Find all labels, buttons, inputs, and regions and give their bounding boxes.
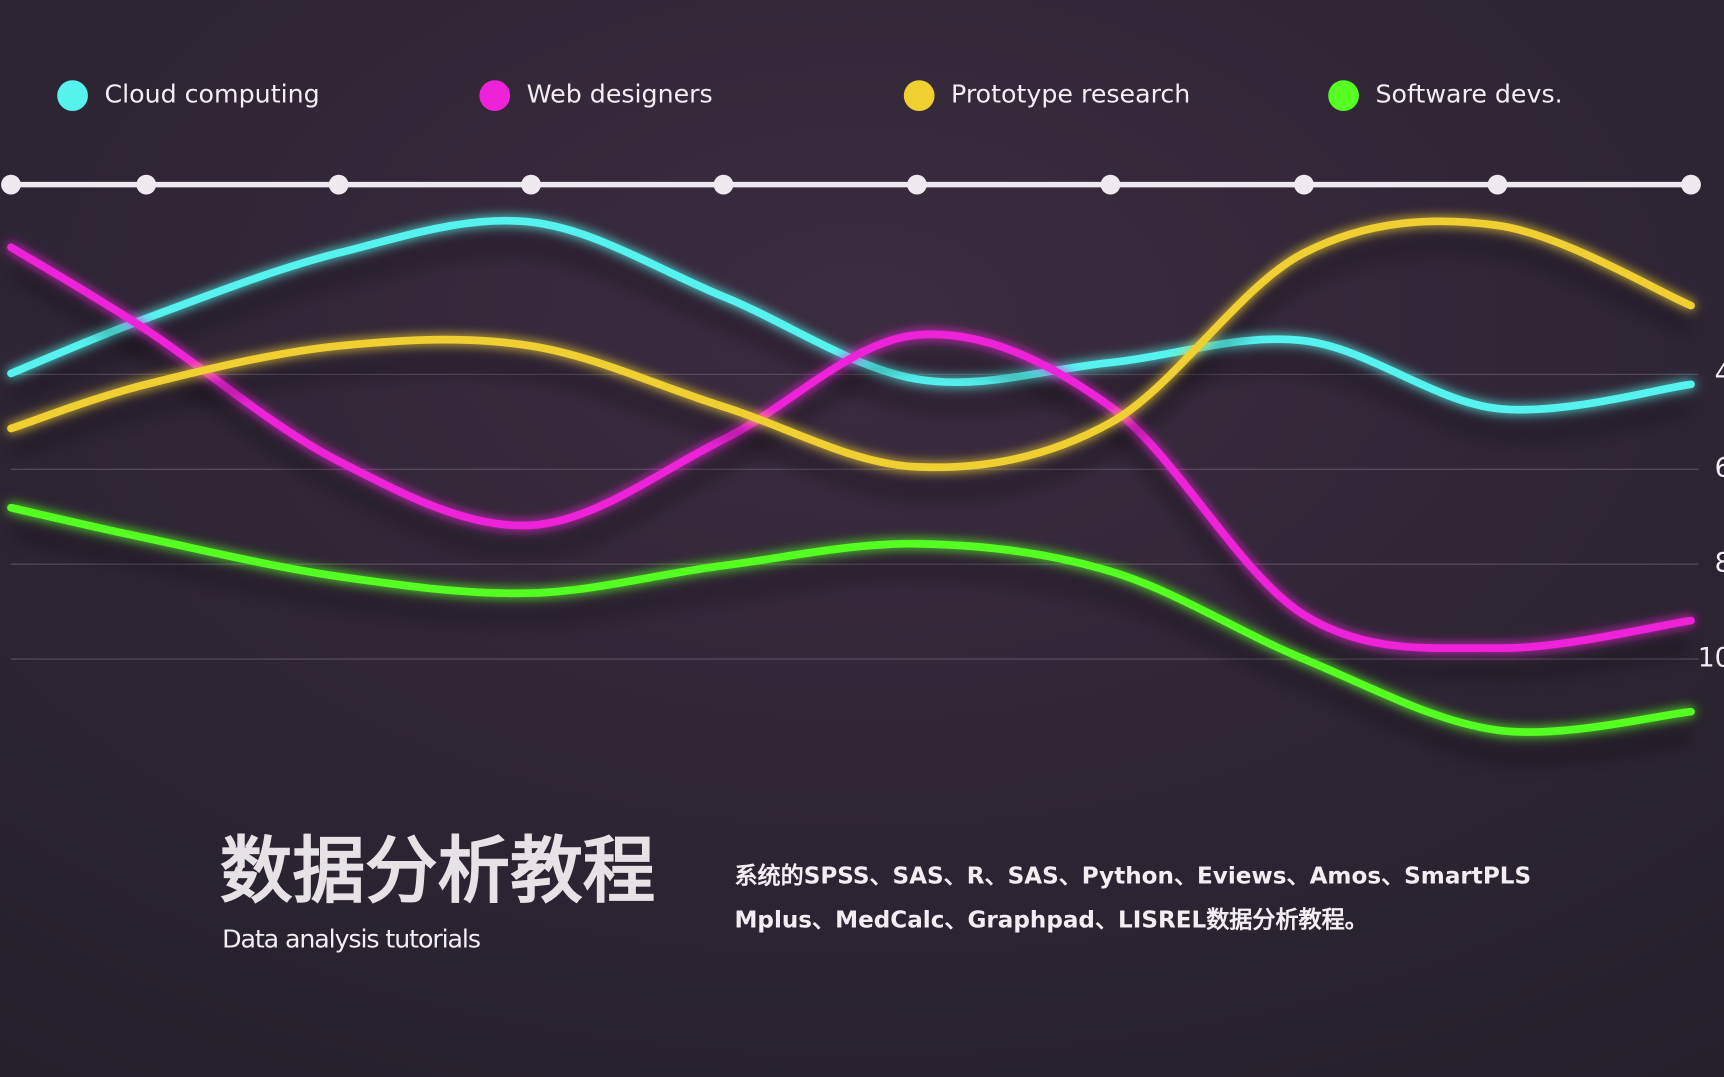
subtitle: Data analysis tutorials (222, 925, 480, 954)
legend-label: Web designers (527, 80, 713, 109)
title: 数据分析教程 (220, 830, 655, 914)
axis-dot (907, 174, 927, 195)
axis-dot (1487, 174, 1508, 195)
series-line (7, 243, 1695, 653)
axis-dot (1681, 174, 1701, 195)
description-line: Mplus、MedCalc、Graphpad、LISREL数据分析教程。 (734, 906, 1367, 933)
legend-marker (903, 80, 935, 111)
legend-marker (1328, 80, 1359, 111)
line-shadow (9, 527, 1692, 762)
axis-dot (713, 174, 734, 195)
axis-dot (1100, 174, 1121, 195)
line-shadow (9, 239, 1692, 439)
y-tick-label: 40 (1715, 359, 1724, 389)
series-line (7, 503, 1695, 736)
line-shadow (9, 240, 1693, 497)
axis-dot (1294, 174, 1314, 195)
legend-label: Cloud computing (104, 80, 319, 109)
description-line: 系统的SPSS、SAS、R、SAS、Python、Eviews、Amos、Sma… (734, 862, 1531, 889)
axis-dot (521, 174, 541, 195)
axis-dot (328, 174, 349, 195)
line-shadow (8, 267, 1692, 678)
legend-label: Software devs. (1375, 80, 1562, 109)
legend-label: Prototype research (951, 80, 1190, 109)
y-tick-label: 60 (1715, 454, 1724, 484)
y-tick-label: 100 (1698, 644, 1724, 674)
axis-dot (1, 174, 21, 195)
series-line (7, 217, 1695, 472)
legend-marker (479, 80, 511, 111)
axis-dot (136, 174, 157, 195)
legend-marker (57, 80, 88, 111)
series-line (7, 216, 1695, 414)
y-tick-label: 80 (1715, 549, 1724, 579)
